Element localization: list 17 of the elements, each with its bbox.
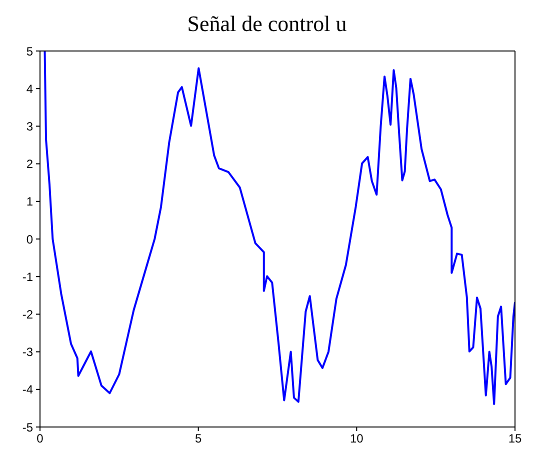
- line-series: [44, 51, 515, 406]
- y-tick-label: 4: [26, 82, 34, 96]
- x-tick-label: 15: [508, 432, 522, 446]
- y-tick-label: 0: [26, 232, 34, 246]
- y-tick-label: -2: [22, 307, 34, 322]
- x-tick-label: 10: [350, 432, 364, 446]
- chart-title: Señal de control u: [186, 10, 348, 38]
- y-tick-label: -4: [22, 382, 34, 397]
- y-tick-label: 2: [26, 157, 34, 172]
- y-tick-label: -3: [22, 345, 34, 360]
- x-tick-label: 0: [36, 432, 44, 446]
- y-tick-label: 5: [26, 44, 34, 58]
- y-tick-label: 3: [26, 119, 34, 134]
- y-tick-label: -5: [22, 420, 34, 434]
- x-tick-label: 5: [194, 432, 202, 446]
- y-tick-label: 1: [26, 194, 34, 209]
- y-tick-label: -1: [22, 270, 34, 284]
